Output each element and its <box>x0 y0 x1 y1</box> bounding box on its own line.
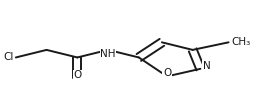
Text: CH₃: CH₃ <box>231 37 250 47</box>
Text: NH: NH <box>100 49 116 59</box>
Text: Cl: Cl <box>3 52 13 62</box>
Text: O: O <box>73 70 81 80</box>
Text: N: N <box>203 61 211 71</box>
Text: O: O <box>163 68 171 78</box>
